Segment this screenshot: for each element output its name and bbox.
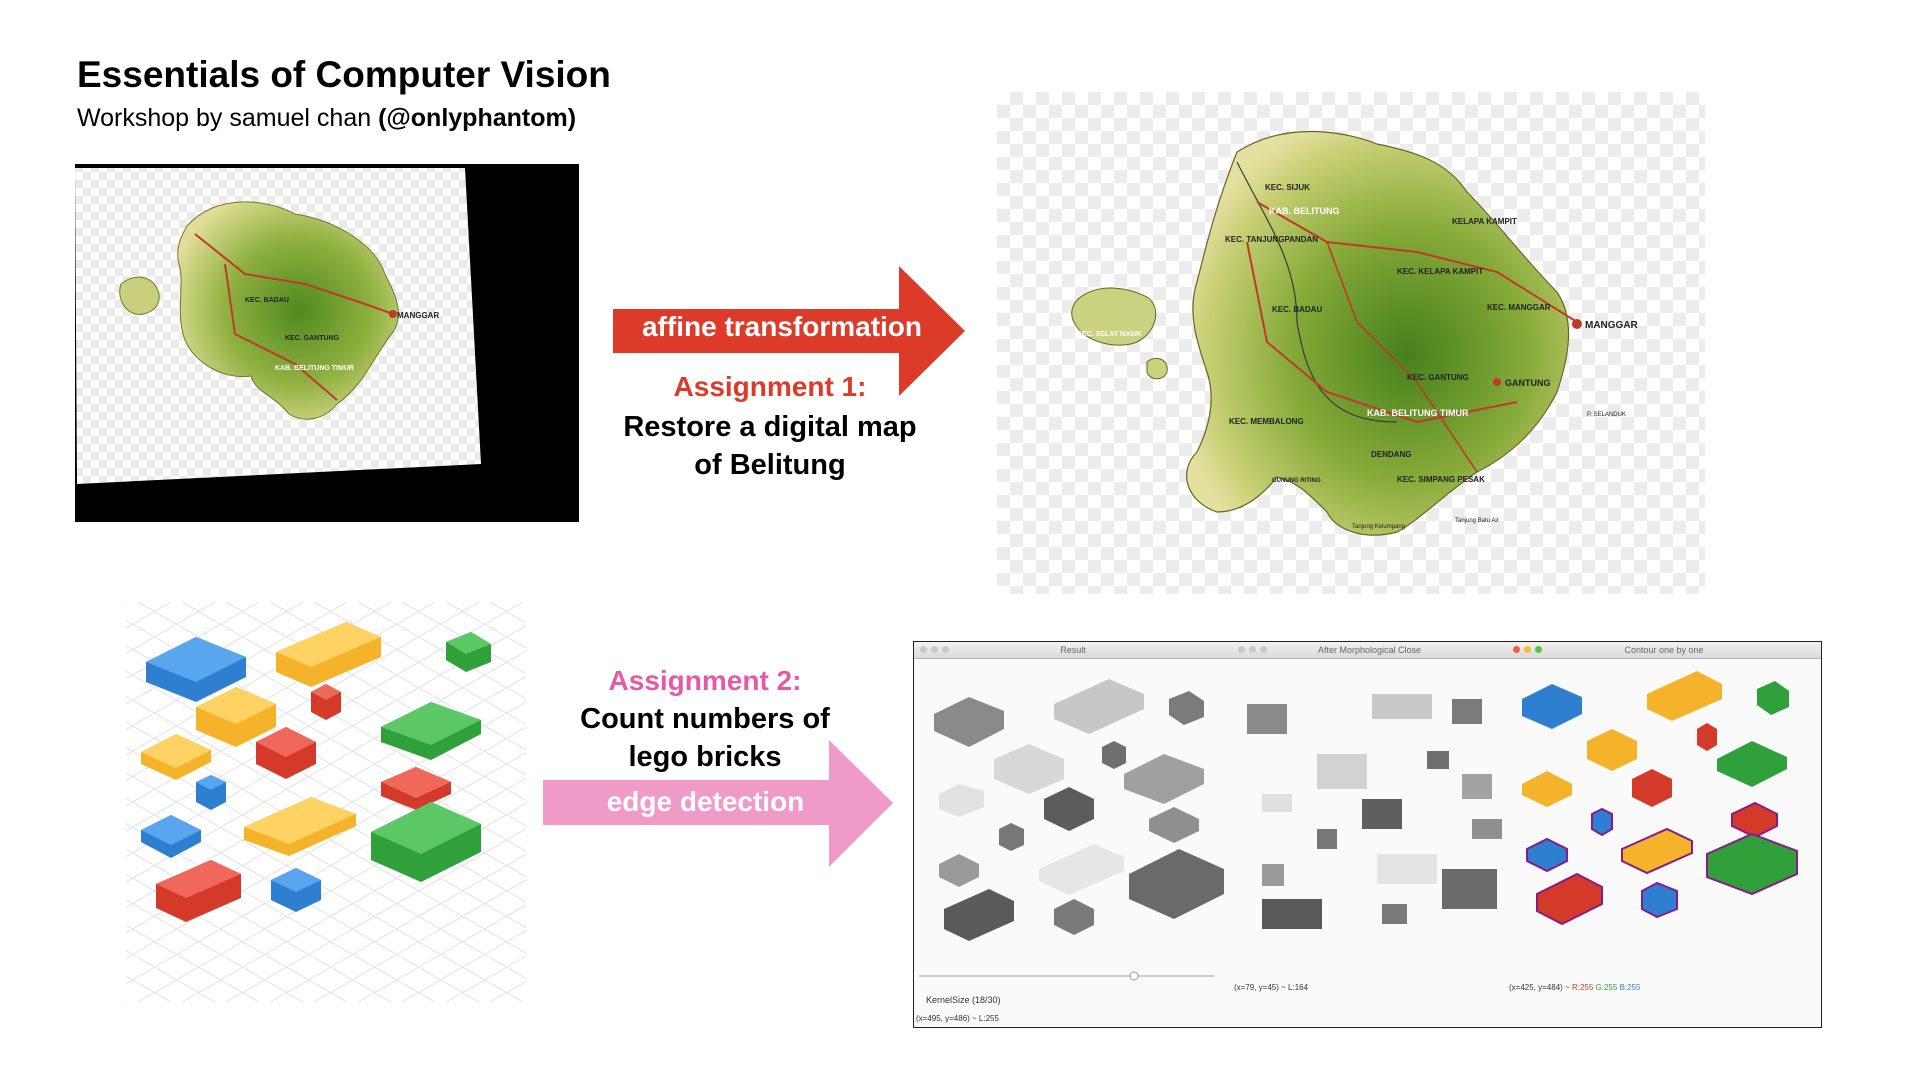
result-window-title: Result	[1060, 645, 1086, 655]
lego-brick-yellow-long	[276, 622, 381, 687]
warped-kec-gantung-label: KEC. GANTUNG	[285, 335, 340, 342]
slide-subtitle: Workshop by samuel chan (@onlyphantom)	[77, 104, 576, 133]
restored-kec-selat-nasik-label: KEC. SELAT NASIK	[1077, 331, 1142, 338]
assignment1-desc-line2: of Belitung	[694, 449, 846, 481]
warped-map-image: MANGGAR KEC. BADAU KEC. GANTUNG KAB. BEL…	[75, 164, 579, 522]
restored-dendang-label: DENDANG	[1371, 450, 1411, 459]
restored-kec-manggar-label: KEC. MANGGAR	[1487, 303, 1551, 312]
restored-tanjung-kelumpang-label: Tanjung Kelumpang	[1352, 524, 1405, 530]
assignment1-title: Assignment 1:	[673, 371, 867, 402]
lego-brick-yellow-square	[196, 687, 276, 747]
affine-arrow-shape	[613, 266, 965, 396]
morph-close-window-title: After Morphological Close	[1317, 645, 1422, 655]
subtitle-prefix: Workshop by samuel chan	[77, 104, 379, 132]
edge-detection-arrow-label: edge detection	[606, 786, 805, 817]
restored-p-selanduk-label: P. SELANDUK	[1587, 412, 1626, 418]
warped-kec-badau-label: KEC. BADAU	[245, 297, 289, 304]
restored-kec-kelapa-kampit-label: KEC. KELAPA KAMPIT	[1397, 267, 1483, 276]
contour-window-titlebar[interactable]: Contour one by one	[1507, 642, 1821, 659]
restored-map-image: MANGGAR KEC. SIJUK KAB. BELITUNG KEC. TA…	[997, 92, 1705, 594]
restored-east-town-label: MANGGAR	[1585, 320, 1639, 331]
affine-arrow	[613, 266, 965, 396]
assignment2-desc-line2: lego bricks	[628, 741, 782, 773]
lego-brick-green-large	[371, 802, 481, 882]
assignment2-desc: Count numbers of lego bricks	[535, 700, 875, 776]
affine-arrow-label: affine transformation	[641, 311, 923, 342]
lego-brick-green-small	[446, 632, 491, 672]
restored-map-graphic: MANGGAR KEC. SIJUK KAB. BELITUNG KEC. TA…	[1071, 130, 1639, 536]
lego-brick-red-flat	[381, 767, 451, 810]
restored-kab-belitung-label: KAB. BELITUNG	[1269, 206, 1340, 216]
lego-brick-red-square	[256, 727, 316, 779]
restored-kec-tanjungpandan-label: KEC. TANJUNGPANDAN	[1225, 235, 1318, 244]
restored-tanjung-batu-air-label: Tanjung Batu Air	[1455, 518, 1499, 524]
assignment1-desc: Restore a digital map of Belitung	[580, 408, 960, 484]
subtitle-handle: (@onlyphantom)	[378, 104, 577, 132]
contour-window-status: (x=425, y=484) ~ R:255 G:255 B:255	[1509, 983, 1640, 992]
lego-brick-blue-large	[146, 637, 246, 702]
result-window: Result KernelSize (18/30) (x=495, y=486)…	[914, 642, 1233, 1027]
lego-brick-yellow-long-flat	[244, 797, 356, 856]
contour-status-b: B:255	[1619, 983, 1641, 992]
restored-kec-simpang-pesak-label: KEC. SIMPANG PESAK	[1397, 475, 1485, 484]
lego-brick-green-flat	[381, 702, 481, 760]
result-window-titlebar[interactable]: Result	[914, 642, 1232, 659]
assignment2-desc-line1: Count numbers of	[580, 703, 830, 735]
restored-gunung-riting-label: GUNUNG RITING	[1272, 478, 1321, 484]
edge-detection-arrow-shape	[543, 740, 893, 867]
morph-close-window-status: (x=79, y=45) ~ L:164	[1234, 983, 1309, 992]
restored-kec-membalong-label: KEC. MEMBALONG	[1229, 417, 1304, 426]
restored-kelapa-kampit-label: KELAPA KAMPIT	[1452, 217, 1517, 226]
edge-detection-arrow	[543, 740, 893, 867]
contour-status-prefix: (x=425, y=484) ~	[1509, 983, 1572, 992]
restored-gantung-label: GANTUNG	[1505, 378, 1551, 388]
contour-window-image	[1522, 671, 1798, 926]
lego-brick-red-long	[156, 860, 241, 922]
lego-brick-blue-flat	[141, 815, 201, 858]
result-window-grayscale	[919, 679, 1224, 981]
warped-map-graphic: MANGGAR KEC. BADAU KEC. GANTUNG KAB. BEL…	[75, 168, 481, 484]
slide-title: Essentials of Computer Vision	[77, 54, 611, 95]
morph-close-window-grayscale	[1247, 694, 1502, 929]
restored-kec-sijuk-label: KEC. SIJUK	[1265, 183, 1310, 192]
assignment2-title: Assignment 2:	[608, 665, 802, 696]
lego-input-image	[126, 602, 526, 1002]
contour-status-g: G:255	[1595, 983, 1618, 992]
morph-close-window: After Morphological Close (x=79, y=45) ~…	[1232, 642, 1508, 1027]
warped-east-town-label: MANGGAR	[397, 311, 439, 320]
lego-brick-blue-tiny	[196, 775, 226, 810]
lego-brick-yellow-flat	[141, 734, 211, 780]
morph-close-window-titlebar[interactable]: After Morphological Close	[1232, 642, 1507, 659]
opencv-results-screenshot: Result KernelSize (18/30) (x=495, y=486)…	[913, 641, 1822, 1028]
contour-window-title: Contour one by one	[1624, 645, 1704, 655]
lego-brick-red-tiny	[311, 684, 341, 720]
lego-input-graphic	[141, 622, 491, 922]
kernel-size-slider-label[interactable]: KernelSize (18/30)	[926, 995, 1001, 1005]
contour-window: Contour one by one (x=425, y=484) ~ R:25…	[1507, 642, 1821, 1027]
lego-brick-blue-small	[271, 868, 321, 912]
restored-kab-belitung-timur-label: KAB. BELITUNG TIMUR	[1367, 408, 1469, 418]
warped-kab-belitung-timur-label: KAB. BELITUNG TIMUR	[275, 365, 354, 372]
restored-kec-badau-label: KEC. BADAU	[1272, 305, 1322, 314]
restored-kec-gantung-label: KEC. GANTUNG	[1407, 373, 1469, 382]
result-window-status: (x=495, y=486) ~ L:255	[916, 1014, 999, 1023]
contour-status-r: R:255	[1571, 983, 1594, 992]
assignment1-desc-line1: Restore a digital map	[623, 411, 917, 443]
